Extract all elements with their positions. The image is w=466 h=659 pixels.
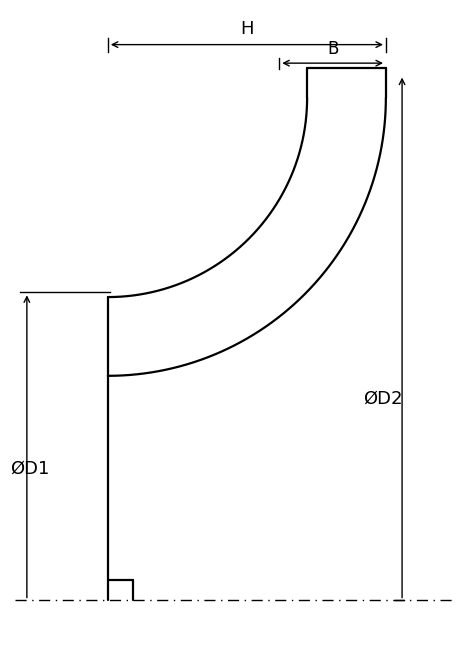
Text: B: B xyxy=(327,40,338,57)
Text: ØD1: ØD1 xyxy=(10,459,49,478)
Text: H: H xyxy=(240,20,254,38)
Text: ØD2: ØD2 xyxy=(363,390,402,408)
